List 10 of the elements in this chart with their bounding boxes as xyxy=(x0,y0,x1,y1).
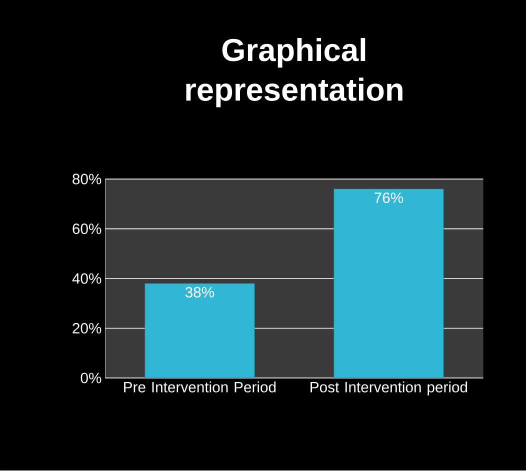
x-tick-label: Pre Intervention Period xyxy=(124,382,276,393)
data-label: 76% xyxy=(374,192,404,204)
y-tick-label: 80% xyxy=(72,174,102,185)
y-tick-label: 40% xyxy=(72,274,102,284)
chart-title: Graphical representation xyxy=(186,38,402,108)
x-tick-label: Post Intervention period xyxy=(310,382,468,396)
y-tick-label: 20% xyxy=(72,323,102,334)
y-tick-label: 60% xyxy=(72,224,102,234)
y-tick-label: 0% xyxy=(80,372,102,384)
data-label: 38% xyxy=(185,287,214,298)
